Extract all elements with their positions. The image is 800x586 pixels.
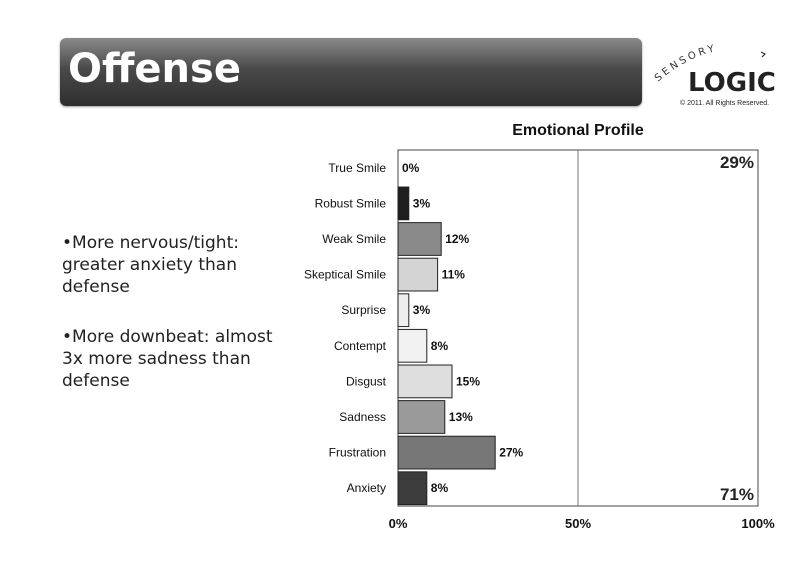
bar-robust-smile [397, 186, 410, 221]
bar-contempt [397, 328, 428, 363]
data-label: 3% [413, 303, 431, 317]
bar-sadness [397, 400, 446, 434]
category-label: Robust Smile [315, 196, 387, 210]
x-tick-label: 100% [741, 516, 775, 531]
x-tick-label: 50% [565, 516, 591, 531]
data-label: 13% [449, 410, 473, 424]
category-label: Weak Smile [322, 232, 386, 246]
data-label: 15% [456, 374, 480, 388]
category-label: Frustration [329, 446, 386, 460]
data-label: 3% [413, 196, 431, 210]
category-label: Skeptical Smile [304, 268, 386, 282]
chart-title: Emotional Profile [512, 122, 644, 139]
annotation-top-right: 29% [720, 153, 754, 172]
bullet-item: •More nervous/tight: greater anxiety tha… [62, 233, 239, 297]
logo-copyright: © 2011. All Rights Reserved. [680, 100, 770, 107]
sensory-logic-logo: SENSORY LOGIC © 2011. All Rights Reserve… [648, 40, 788, 110]
logo-main-word: LOGIC [688, 68, 776, 98]
bullet-list: •More nervous/tight: greater anxiety tha… [62, 232, 297, 420]
bar-skeptical-smile [397, 257, 439, 292]
data-label: 0% [402, 161, 420, 175]
bullet-item: •More downbeat: almost 3x more sadness t… [62, 327, 273, 391]
bar-frustration [397, 435, 496, 470]
slide-title: Offense [68, 46, 241, 92]
bar-disgust [397, 364, 453, 399]
data-label: 8% [431, 481, 449, 495]
category-label: True Smile [328, 161, 386, 175]
bar-surprise [397, 293, 410, 328]
data-label: 12% [445, 232, 469, 246]
category-label: Contempt [334, 339, 387, 353]
category-label: Sadness [339, 410, 386, 424]
bar-weak-smile [397, 222, 442, 256]
category-label: Disgust [346, 374, 387, 388]
title-bar [60, 38, 642, 106]
annotation-bottom-right: 71% [720, 485, 754, 504]
data-label: 27% [499, 446, 523, 460]
category-label: Surprise [341, 303, 386, 317]
data-label: 11% [442, 268, 466, 282]
x-tick-label: 0% [389, 516, 408, 531]
logo-sensory-arc: SENSORY [653, 43, 767, 84]
category-label: Anxiety [347, 481, 386, 495]
bar-anxiety [397, 471, 428, 506]
data-label: 8% [431, 339, 449, 353]
